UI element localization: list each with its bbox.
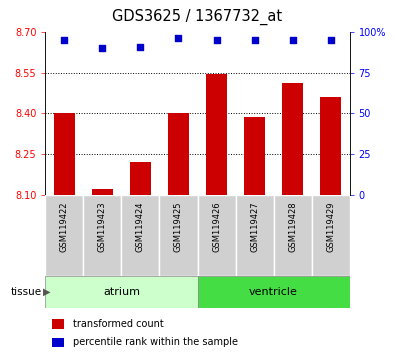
Text: GSM119427: GSM119427: [250, 201, 259, 252]
Text: GSM119425: GSM119425: [174, 201, 183, 252]
Point: [213, 37, 220, 43]
Bar: [273, 195, 312, 276]
Point: [61, 37, 68, 43]
Text: ventricle: ventricle: [249, 287, 298, 297]
Bar: [282, 84, 303, 195]
Point: [175, 35, 182, 41]
Bar: [198, 195, 235, 276]
Bar: [206, 74, 227, 195]
Bar: [130, 162, 151, 195]
Text: GSM119423: GSM119423: [98, 201, 107, 252]
Bar: [45, 195, 83, 276]
Text: GSM119429: GSM119429: [326, 201, 335, 252]
Bar: [92, 189, 113, 195]
Bar: [160, 195, 198, 276]
Text: tissue: tissue: [10, 287, 41, 297]
Text: transformed count: transformed count: [73, 319, 164, 329]
Bar: [83, 195, 122, 276]
Bar: [168, 113, 189, 195]
Point: [290, 37, 296, 43]
Bar: [122, 195, 160, 276]
Point: [137, 44, 144, 49]
Text: GDS3625 / 1367732_at: GDS3625 / 1367732_at: [113, 9, 282, 25]
Bar: [51, 338, 64, 347]
Bar: [312, 195, 350, 276]
Text: GSM119422: GSM119422: [60, 201, 69, 252]
Bar: [235, 195, 274, 276]
Bar: [45, 276, 198, 308]
Bar: [51, 319, 64, 329]
Text: atrium: atrium: [103, 287, 140, 297]
Point: [251, 37, 258, 43]
Point: [99, 45, 105, 51]
Bar: [320, 97, 341, 195]
Text: GSM119424: GSM119424: [136, 201, 145, 252]
Text: GSM119428: GSM119428: [288, 201, 297, 252]
Text: GSM119426: GSM119426: [212, 201, 221, 252]
Bar: [198, 276, 350, 308]
Text: ▶: ▶: [43, 287, 51, 297]
Bar: [244, 118, 265, 195]
Bar: [54, 113, 75, 195]
Point: [327, 37, 334, 43]
Text: percentile rank within the sample: percentile rank within the sample: [73, 337, 238, 348]
